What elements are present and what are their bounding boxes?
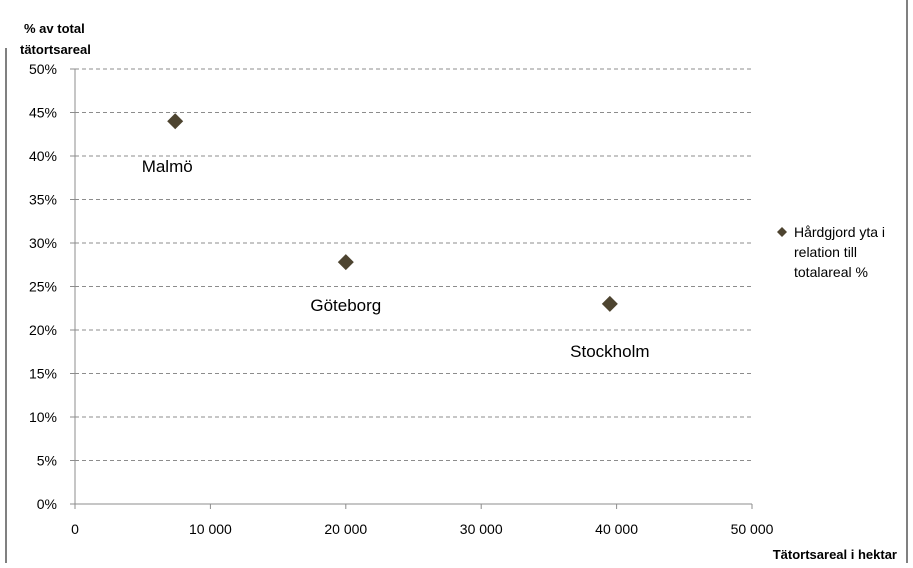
legend-label: relation till bbox=[794, 244, 857, 260]
legend: Hårdgjord yta i relation till totalareal % bbox=[777, 224, 885, 280]
x-tick-label: 20 000 bbox=[324, 521, 367, 537]
y-tick-label: 10% bbox=[29, 409, 57, 425]
legend-label: Hårdgjord yta i bbox=[794, 224, 885, 240]
point-labels: Malmö Göteborg Stockholm bbox=[142, 157, 650, 361]
legend-label: totalareal % bbox=[794, 264, 868, 280]
grid-lines bbox=[75, 68, 752, 461]
data-point bbox=[601, 295, 618, 312]
point-label: Stockholm bbox=[570, 342, 649, 361]
x-tick-label: 40 000 bbox=[595, 521, 638, 537]
axis-titles: % av total tätortsareal Tätortsareal i hek… bbox=[20, 21, 897, 562]
y-tick-label: 40% bbox=[29, 148, 57, 164]
x-tick-label: 10 000 bbox=[189, 521, 232, 537]
x-tick-label: 30 000 bbox=[460, 521, 503, 537]
y-tick-label: 35% bbox=[29, 192, 57, 208]
point-label: Malmö bbox=[142, 157, 193, 176]
axes bbox=[5, 0, 908, 563]
data-point bbox=[337, 254, 354, 271]
y-tick-label: 25% bbox=[29, 279, 57, 295]
y-tick-label: 0% bbox=[37, 496, 57, 512]
x-tick-label: 0 bbox=[71, 521, 79, 537]
x-axis-title: Tätortsareal i hektar bbox=[773, 547, 897, 562]
data-points bbox=[167, 113, 618, 312]
y-tick-label: 5% bbox=[37, 453, 57, 469]
y-axis-title: tätortsareal bbox=[20, 42, 91, 57]
y-tick-label: 50% bbox=[29, 61, 57, 77]
legend-marker bbox=[777, 227, 787, 237]
tick-labels: 0% 5% 10% 15% 20% 25% 30% 35% 40% 45% 50% 0 10 000 20… bbox=[29, 61, 774, 537]
y-tick-label: 15% bbox=[29, 366, 57, 382]
y-tick-label: 30% bbox=[29, 235, 57, 251]
y-tick-label: 20% bbox=[29, 322, 57, 338]
y-tick-label: 45% bbox=[29, 105, 57, 121]
data-point bbox=[167, 113, 184, 130]
x-tick-label: 50 000 bbox=[731, 521, 774, 537]
y-axis-title: % av total bbox=[24, 21, 85, 36]
point-label: Göteborg bbox=[310, 296, 381, 315]
